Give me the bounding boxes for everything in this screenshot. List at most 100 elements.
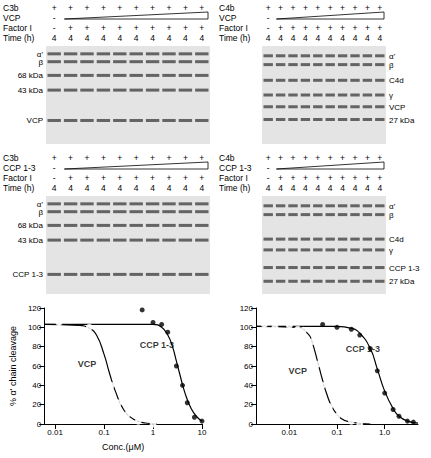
svg-text:+: + <box>101 23 106 33</box>
svg-text:α': α' <box>389 202 396 211</box>
svg-text:+: + <box>199 3 204 13</box>
svg-text:+: + <box>353 23 358 33</box>
svg-text:4: 4 <box>199 33 204 43</box>
svg-text:+: + <box>85 173 90 183</box>
svg-text:+: + <box>353 3 358 13</box>
svg-text:+: + <box>340 23 345 33</box>
svg-text:4: 4 <box>353 183 358 193</box>
svg-text:+: + <box>315 153 320 163</box>
svg-text:+: + <box>183 153 188 163</box>
svg-text:-: - <box>53 173 56 183</box>
svg-text:0.01: 0.01 <box>282 428 298 437</box>
svg-text:-: - <box>267 13 270 23</box>
svg-text:CCP 1-3: CCP 1-3 <box>346 344 380 354</box>
svg-text:Conc.(μM): Conc.(μM) <box>102 442 144 452</box>
svg-text:+: + <box>328 23 333 33</box>
svg-text:+: + <box>340 173 345 183</box>
svg-text:C4b: C4b <box>219 3 235 13</box>
svg-text:20: 20 <box>32 400 41 409</box>
svg-text:43 kDa: 43 kDa <box>18 86 44 95</box>
svg-text:γ: γ <box>389 91 393 100</box>
svg-text:+: + <box>68 173 73 183</box>
svg-text:+: + <box>199 173 204 183</box>
svg-text:+: + <box>315 3 320 13</box>
svg-text:4: 4 <box>52 33 57 43</box>
svg-text:β: β <box>38 58 43 67</box>
svg-text:+: + <box>150 153 155 163</box>
svg-text:+: + <box>101 3 106 13</box>
svg-text:+: + <box>291 23 296 33</box>
svg-text:+: + <box>134 173 139 183</box>
svg-text:4: 4 <box>340 33 345 43</box>
svg-text:+: + <box>266 153 271 163</box>
svg-text:4: 4 <box>52 183 57 193</box>
svg-text:+: + <box>150 173 155 183</box>
svg-text:VCP: VCP <box>3 13 21 23</box>
svg-text:60: 60 <box>244 362 253 371</box>
svg-text:CCP 1-3: CCP 1-3 <box>219 163 252 173</box>
svg-text:+: + <box>278 173 283 183</box>
svg-text:VCP: VCP <box>219 13 237 23</box>
svg-text:+: + <box>291 173 296 183</box>
svg-text:+: + <box>183 173 188 183</box>
svg-text:Factor I: Factor I <box>219 173 248 183</box>
svg-text:+: + <box>167 153 172 163</box>
svg-text:27 kDa: 27 kDa <box>389 277 415 286</box>
svg-text:0.1: 0.1 <box>331 428 343 437</box>
svg-text:27 kDa: 27 kDa <box>389 116 415 125</box>
svg-text:+: + <box>68 23 73 33</box>
svg-text:0: 0 <box>249 420 254 429</box>
svg-text:4: 4 <box>150 183 155 193</box>
svg-text:-: - <box>53 13 56 23</box>
svg-text:4: 4 <box>85 33 90 43</box>
svg-text:C4d: C4d <box>389 76 404 85</box>
svg-text:VCP: VCP <box>288 366 307 376</box>
svg-text:4: 4 <box>199 183 204 193</box>
svg-text:+: + <box>303 173 308 183</box>
svg-text:4: 4 <box>315 33 320 43</box>
svg-text:+: + <box>199 23 204 33</box>
svg-text:+: + <box>365 23 370 33</box>
svg-text:4: 4 <box>377 183 382 193</box>
svg-text:-: - <box>267 23 270 33</box>
svg-text:+: + <box>134 153 139 163</box>
svg-text:10: 10 <box>198 428 207 437</box>
svg-text:+: + <box>303 153 308 163</box>
svg-text:+: + <box>278 153 283 163</box>
svg-text:4: 4 <box>291 33 296 43</box>
svg-text:Factor I: Factor I <box>219 23 248 33</box>
svg-text:CCP 1-3: CCP 1-3 <box>140 340 174 350</box>
svg-text:4: 4 <box>328 33 333 43</box>
svg-text:+: + <box>340 3 345 13</box>
svg-text:4: 4 <box>134 183 139 193</box>
svg-text:+: + <box>291 153 296 163</box>
svg-text:+: + <box>315 23 320 33</box>
svg-text:4: 4 <box>315 183 320 193</box>
svg-text:4: 4 <box>101 183 106 193</box>
svg-text:+: + <box>303 3 308 13</box>
svg-text:+: + <box>52 3 57 13</box>
svg-text:+: + <box>377 173 382 183</box>
svg-text:Factor I: Factor I <box>3 23 32 33</box>
svg-text:% α' chain cleavage: % α' chain cleavage <box>8 326 18 406</box>
svg-text:4: 4 <box>278 183 283 193</box>
svg-text:4: 4 <box>134 33 139 43</box>
svg-text:+: + <box>340 153 345 163</box>
svg-text:+: + <box>353 153 358 163</box>
svg-text:4: 4 <box>167 183 172 193</box>
svg-text:4: 4 <box>68 183 73 193</box>
svg-text:β: β <box>389 211 394 220</box>
svg-text:4: 4 <box>117 183 122 193</box>
svg-text:4: 4 <box>85 183 90 193</box>
svg-text:100: 100 <box>240 323 254 332</box>
svg-text:+: + <box>377 3 382 13</box>
svg-text:-: - <box>267 173 270 183</box>
svg-text:C4d: C4d <box>389 235 404 244</box>
svg-text:C3b: C3b <box>3 3 19 13</box>
svg-text:+: + <box>167 23 172 33</box>
svg-text:4: 4 <box>291 183 296 193</box>
svg-text:+: + <box>167 173 172 183</box>
svg-text:-: - <box>53 23 56 33</box>
svg-text:VCP: VCP <box>78 359 97 369</box>
svg-text:4: 4 <box>117 33 122 43</box>
